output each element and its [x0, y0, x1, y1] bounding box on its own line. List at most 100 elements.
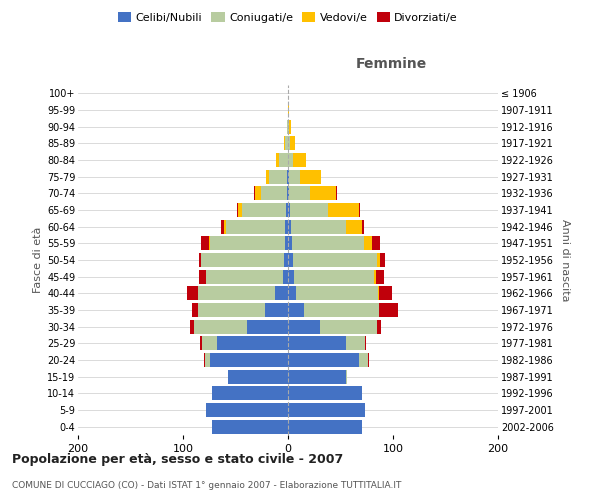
Bar	[202, 336, 217, 350]
Bar	[212, 386, 288, 400]
Bar	[376, 270, 383, 284]
Bar	[228, 370, 288, 384]
Y-axis label: Fasce di età: Fasce di età	[32, 227, 43, 293]
Bar	[288, 236, 292, 250]
Bar	[254, 186, 256, 200]
Bar	[193, 320, 247, 334]
Bar	[217, 336, 288, 350]
Bar	[199, 253, 201, 267]
Bar	[236, 203, 238, 217]
Bar	[288, 270, 295, 284]
Bar	[266, 170, 269, 183]
Bar	[379, 303, 398, 317]
Bar	[285, 136, 288, 150]
Bar	[199, 270, 206, 284]
Bar	[328, 203, 359, 217]
Bar	[283, 270, 288, 284]
Bar	[293, 253, 377, 267]
Bar	[201, 236, 209, 250]
Bar	[204, 353, 205, 367]
Bar	[380, 253, 385, 267]
Bar	[287, 120, 288, 134]
Bar	[288, 420, 361, 434]
Bar	[359, 353, 368, 367]
Bar	[346, 220, 361, 234]
Legend: Celibi/Nubili, Coniugati/e, Vedovi/e, Divorziati/e: Celibi/Nubili, Coniugati/e, Vedovi/e, Di…	[113, 8, 463, 28]
Bar	[224, 220, 226, 234]
Bar	[377, 253, 380, 267]
Bar	[293, 153, 306, 167]
Bar	[288, 386, 361, 400]
Bar	[193, 303, 198, 317]
Bar	[242, 203, 286, 217]
Bar	[212, 420, 288, 434]
Bar	[365, 336, 366, 350]
Bar	[265, 303, 288, 317]
Bar	[361, 220, 364, 234]
Bar	[200, 336, 202, 350]
Bar	[377, 320, 382, 334]
Y-axis label: Anni di nascita: Anni di nascita	[560, 218, 571, 301]
Bar	[288, 370, 346, 384]
Bar	[190, 320, 193, 334]
Bar	[285, 236, 288, 250]
Bar	[320, 320, 377, 334]
Bar	[278, 153, 288, 167]
Bar	[284, 253, 288, 267]
Bar	[290, 136, 295, 150]
Bar	[299, 170, 320, 183]
Bar	[256, 186, 260, 200]
Bar	[289, 186, 310, 200]
Bar	[275, 286, 288, 300]
Bar	[269, 170, 287, 183]
Bar	[277, 153, 278, 167]
Bar	[284, 136, 285, 150]
Bar	[187, 286, 198, 300]
Bar	[288, 336, 346, 350]
Bar	[310, 186, 337, 200]
Bar	[288, 186, 289, 200]
Bar	[197, 303, 265, 317]
Bar	[288, 286, 296, 300]
Bar	[289, 120, 291, 134]
Bar	[210, 353, 288, 367]
Bar	[359, 203, 361, 217]
Bar	[288, 170, 289, 183]
Bar	[304, 303, 379, 317]
Bar	[374, 270, 376, 284]
Bar	[260, 186, 287, 200]
Bar	[290, 203, 328, 217]
Bar	[296, 286, 379, 300]
Bar	[289, 170, 299, 183]
Bar	[288, 320, 320, 334]
Bar	[288, 103, 289, 117]
Bar	[346, 336, 365, 350]
Bar	[288, 353, 359, 367]
Bar	[287, 186, 288, 200]
Bar	[238, 203, 242, 217]
Bar	[211, 236, 285, 250]
Bar	[368, 353, 369, 367]
Bar	[372, 236, 380, 250]
Bar	[226, 220, 285, 234]
Bar	[292, 236, 364, 250]
Bar	[291, 220, 346, 234]
Bar	[205, 353, 210, 367]
Bar	[221, 220, 224, 234]
Bar	[288, 153, 293, 167]
Bar	[364, 236, 372, 250]
Bar	[346, 370, 347, 384]
Bar	[287, 170, 288, 183]
Bar	[288, 203, 290, 217]
Bar	[247, 320, 288, 334]
Bar	[379, 286, 392, 300]
Bar	[288, 403, 365, 417]
Text: Popolazione per età, sesso e stato civile - 2007: Popolazione per età, sesso e stato civil…	[12, 452, 343, 466]
Bar	[206, 270, 283, 284]
Bar	[288, 220, 291, 234]
Bar	[288, 120, 289, 134]
Bar	[285, 220, 288, 234]
Bar	[288, 136, 290, 150]
Bar	[201, 253, 284, 267]
Bar	[197, 286, 275, 300]
